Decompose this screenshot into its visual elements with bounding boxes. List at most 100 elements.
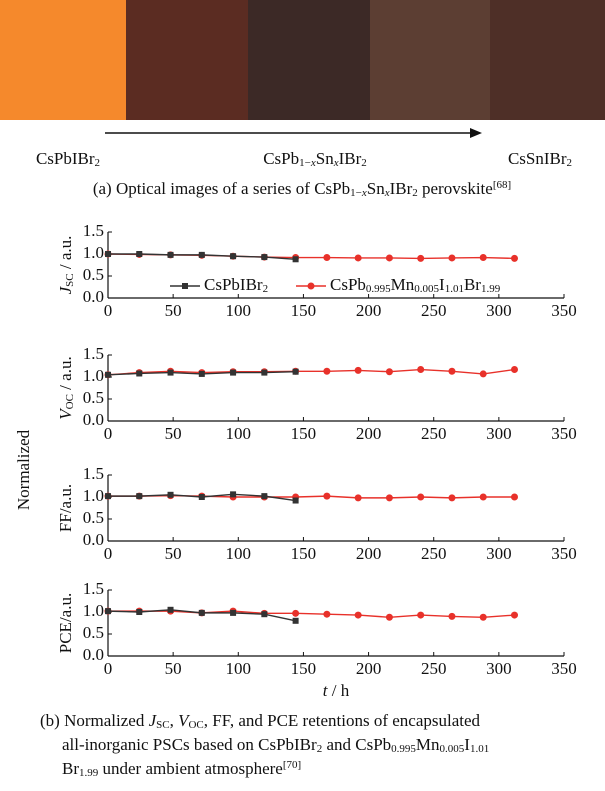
- data-point: [385, 368, 393, 376]
- x-tick-label: 150: [291, 424, 317, 443]
- data-point: [385, 254, 393, 262]
- data-point: [510, 611, 518, 619]
- text-run: 1.01: [445, 283, 464, 295]
- y-tick-label: 0.5: [83, 623, 104, 642]
- x-tick-label: 0: [104, 544, 113, 563]
- data-point: [261, 493, 268, 500]
- data-point: [323, 254, 331, 262]
- text-run: perovskite: [418, 179, 493, 198]
- y-tick-label: 0.5: [83, 508, 104, 527]
- y-tick-label: 0.0: [83, 410, 104, 429]
- caption: Br1.99 under ambient atmosphere[70]: [62, 759, 301, 779]
- caption: (a) Optical images of a series of CsPb1−…: [93, 179, 511, 199]
- x-tick-label: 250: [421, 424, 447, 443]
- data-point: [479, 493, 487, 501]
- x-tick-label: 100: [226, 659, 252, 678]
- text-run: 1.99: [481, 283, 501, 295]
- text-run: and CsPb: [322, 735, 391, 754]
- data-point: [417, 254, 425, 262]
- text-run: Mn: [416, 735, 440, 754]
- x-tick-label: 100: [226, 301, 252, 320]
- data-point: [292, 617, 299, 624]
- text-run: 2: [263, 283, 269, 295]
- text-run: 2: [361, 157, 367, 169]
- y-axis-label: VOC / a.u.: [56, 356, 76, 419]
- series-line: [108, 610, 515, 618]
- x-tick-label: 0: [104, 301, 113, 320]
- x-tick-label: 250: [421, 301, 447, 320]
- y-tick-label: 1.0: [83, 366, 104, 385]
- x-tick-label: 200: [356, 301, 382, 320]
- x-tick-label: 0: [104, 659, 113, 678]
- data-point: [354, 611, 362, 619]
- data-point: [510, 366, 518, 374]
- y-tick-label: 0.0: [83, 645, 104, 664]
- data-point: [323, 610, 331, 618]
- text-run: J: [56, 285, 75, 294]
- sample-photo: [490, 0, 605, 120]
- sample-photo: [248, 0, 370, 120]
- text-run: (a) Optical images of a series of CsPb: [93, 179, 350, 198]
- data-point: [230, 253, 237, 260]
- sample-photo: [0, 0, 126, 120]
- data-point: [448, 612, 456, 620]
- data-point: [230, 369, 237, 376]
- data-point: [354, 254, 362, 262]
- y-tick-label: 1.5: [83, 579, 104, 598]
- data-point: [510, 493, 518, 501]
- text-run: 0.995: [391, 743, 416, 755]
- y-tick-label: 1.5: [83, 464, 104, 483]
- y-tick-label: 1.0: [83, 486, 104, 505]
- y-axis-label: PCE/a.u.: [56, 593, 75, 653]
- x-tick-label: 50: [165, 544, 182, 563]
- data-point: [230, 491, 237, 498]
- data-point: [510, 254, 518, 262]
- text-run: 2: [412, 187, 418, 199]
- data-point: [323, 367, 331, 375]
- text-run: , FF, and PCE retentions of encapsulated: [204, 711, 481, 730]
- legend-label: CsPb0.995Mn0.005I1.01Br1.99: [330, 275, 501, 295]
- text-run: 0.005: [414, 283, 439, 295]
- data-point: [136, 251, 143, 257]
- text-run: PCE/a.u.: [56, 593, 75, 653]
- x-tick-label: 350: [551, 301, 577, 320]
- x-tick-label: 250: [421, 544, 447, 563]
- x-tick-label: 300: [486, 424, 512, 443]
- data-point: [167, 369, 174, 376]
- data-point: [448, 367, 456, 375]
- data-point: [136, 370, 143, 377]
- text-run: IBr: [390, 179, 413, 198]
- data-point: [261, 611, 268, 618]
- data-point: [261, 369, 268, 376]
- x-tick-label: 200: [356, 659, 382, 678]
- data-point: [105, 371, 111, 378]
- arrow-head: [470, 128, 482, 138]
- data-point: [198, 251, 205, 258]
- data-point: [292, 497, 299, 504]
- text-run: 2: [95, 157, 101, 169]
- x-tick-label: 150: [291, 301, 317, 320]
- caption: all-inorganic PSCs based on CsPbIBr2 and…: [62, 735, 489, 755]
- data-point: [136, 493, 143, 500]
- text-run: OC: [188, 719, 203, 731]
- data-point: [105, 251, 111, 257]
- text-run: CsPb: [330, 275, 366, 294]
- data-point: [448, 254, 456, 262]
- text-run: (b) Normalized: [40, 711, 149, 730]
- x-tick-label: 200: [356, 544, 382, 563]
- data-point: [479, 254, 487, 262]
- text-run: / h: [328, 681, 350, 700]
- data-point: [479, 613, 487, 621]
- x-tick-label: 150: [291, 544, 317, 563]
- text-run: x: [310, 157, 316, 169]
- y-tick-label: 0.5: [83, 265, 104, 284]
- data-point: [230, 609, 237, 616]
- y-tick-label: 1.5: [83, 221, 104, 240]
- text-run: all-inorganic PSCs based on CsPbIBr: [62, 735, 317, 754]
- data-point: [105, 493, 111, 500]
- text-run: IBr: [339, 149, 362, 168]
- data-point: [198, 494, 205, 500]
- text-run: 1.01: [470, 743, 489, 755]
- text-run: x: [384, 187, 390, 199]
